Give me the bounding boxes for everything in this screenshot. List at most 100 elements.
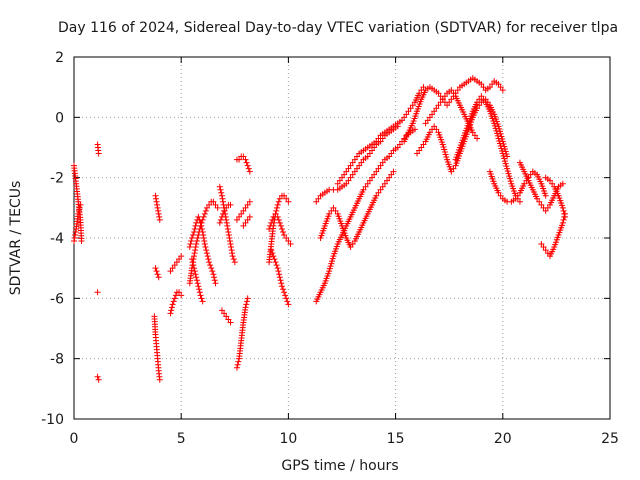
data-point (193, 274, 200, 281)
data-point (542, 192, 549, 199)
data-point (155, 274, 162, 281)
data-point (287, 241, 294, 248)
data-point (236, 213, 243, 220)
data-point (211, 274, 218, 281)
data-point (416, 90, 423, 97)
data-point (223, 313, 230, 320)
data-point (345, 177, 352, 184)
data-point (501, 155, 508, 162)
data-point (223, 204, 230, 211)
data-point (480, 96, 487, 103)
data-point (328, 258, 335, 265)
data-point (209, 268, 216, 275)
data-point (191, 228, 198, 235)
data-point (188, 235, 195, 241)
data-point (559, 180, 566, 187)
data-point (441, 93, 448, 100)
data-point (169, 265, 176, 272)
data-point (281, 289, 288, 296)
data-point (281, 192, 288, 199)
data-point (196, 216, 203, 223)
data-point (218, 213, 225, 220)
data-point (285, 238, 292, 245)
data-point (377, 162, 384, 169)
data-point (495, 81, 502, 88)
data-point (203, 204, 210, 211)
data-point (500, 153, 507, 160)
data-point (544, 250, 551, 257)
data-point (269, 216, 276, 223)
data-point (502, 160, 509, 167)
data-point (153, 195, 160, 202)
data-point (276, 219, 283, 226)
y-tick-label: -6 (50, 291, 64, 307)
data-point (285, 301, 292, 308)
data-point (191, 268, 198, 275)
data-point (224, 225, 231, 232)
data-point (223, 219, 230, 226)
data-point (426, 114, 433, 121)
data-point (246, 198, 253, 205)
y-tick-label: -8 (50, 352, 64, 368)
data-point (277, 222, 284, 229)
data-point (283, 295, 290, 302)
data-point (409, 102, 416, 109)
data-point (226, 238, 233, 245)
data-point (276, 195, 283, 202)
data-point (200, 213, 207, 220)
data-point (504, 168, 511, 175)
data-point (377, 186, 384, 193)
data-point (561, 213, 568, 220)
x-tick-label: 5 (177, 431, 186, 447)
data-point (396, 141, 403, 148)
data-point (375, 165, 382, 172)
data-point (446, 99, 453, 106)
data-point (218, 189, 225, 196)
data-point (244, 216, 251, 223)
data-point (373, 192, 380, 199)
data-point (198, 222, 205, 229)
data-point (369, 147, 376, 154)
data-point (240, 153, 247, 160)
data-point (77, 201, 84, 208)
data-point (418, 144, 425, 151)
data-point (334, 180, 341, 187)
data-point (192, 271, 199, 278)
data-point (244, 201, 251, 208)
data-point (349, 159, 356, 166)
data-point (497, 192, 504, 199)
data-point (439, 141, 446, 148)
data-point (373, 168, 380, 175)
data-point (282, 292, 289, 299)
data-point (426, 129, 433, 136)
data-point (203, 250, 210, 257)
data-point (221, 207, 228, 214)
data-point (155, 210, 162, 217)
data-point (75, 210, 82, 217)
data-point (280, 228, 287, 235)
data-point (549, 180, 556, 187)
data-point (171, 262, 178, 269)
data-point (441, 146, 448, 153)
data-point (546, 177, 553, 184)
data-point (227, 241, 234, 248)
data-point (497, 84, 504, 91)
data-point (375, 189, 382, 196)
data-point (349, 241, 356, 248)
data-point (388, 150, 395, 157)
data-point (478, 93, 485, 100)
data-point (343, 168, 350, 175)
data-point (429, 111, 436, 118)
data-point (326, 268, 333, 275)
data-point (274, 265, 281, 272)
data-point (494, 130, 501, 137)
data-point (491, 120, 498, 127)
data-point (223, 216, 230, 223)
data-point (499, 87, 506, 94)
data-point (78, 238, 85, 245)
data-point (245, 165, 252, 172)
data-point (407, 105, 414, 112)
data-point (273, 204, 280, 211)
data-point (176, 256, 183, 263)
data-point (494, 132, 501, 139)
